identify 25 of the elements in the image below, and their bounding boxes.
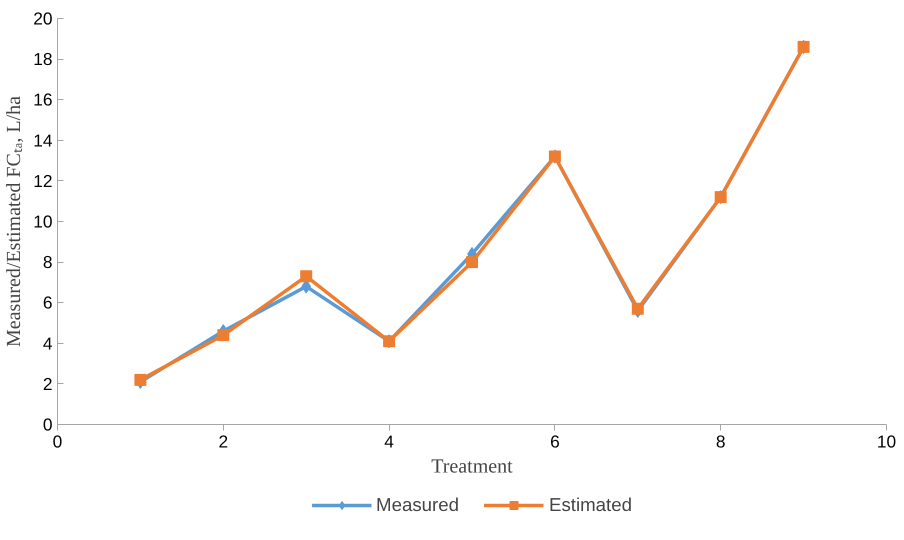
y-tick-label: 18 — [33, 49, 53, 70]
x-tick-label: 4 — [384, 432, 394, 452]
x-tick-label: 2 — [218, 432, 228, 452]
point — [632, 302, 644, 315]
y-tick-label: 16 — [33, 90, 53, 110]
x-tick-label: 8 — [716, 432, 726, 452]
y-tick-label: 20 — [33, 8, 53, 28]
y-axis-title: Measured/Estimated FCₜₐ, L/ha — [3, 96, 26, 347]
y-tick-label: 6 — [42, 292, 53, 313]
y-tick-label: 8 — [42, 252, 53, 272]
y-tick-label: 14 — [33, 130, 53, 150]
y-tick-label: 12 — [33, 170, 53, 191]
x-axis-title: Treatment — [431, 456, 514, 478]
y-tick-label: 2 — [42, 374, 53, 394]
legend-label: Estimated — [549, 494, 632, 516]
x-tick-label: 10 — [876, 432, 896, 452]
point — [217, 329, 230, 342]
y-tick-label: 10 — [33, 212, 53, 232]
point — [134, 374, 146, 386]
point — [466, 256, 478, 268]
legend-label: Measured — [376, 494, 460, 516]
y-tick-label: 4 — [42, 333, 53, 354]
point — [300, 270, 312, 282]
x-tick-label: 6 — [550, 432, 560, 452]
y-tick-label: 0 — [42, 414, 53, 434]
